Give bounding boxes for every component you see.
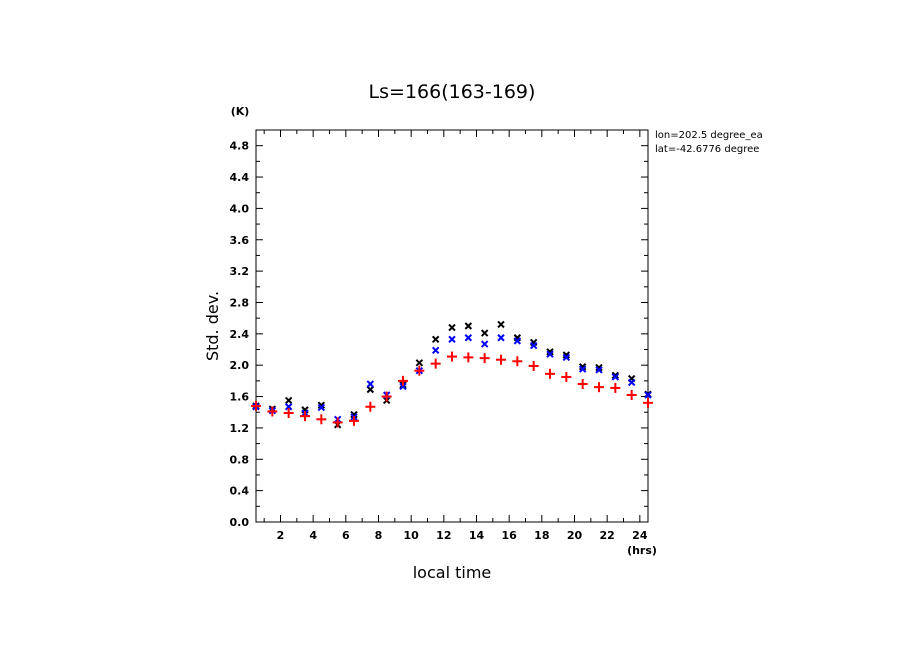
data-point — [448, 335, 456, 344]
data-point — [626, 389, 637, 400]
axis-ticks — [256, 130, 648, 523]
plot-frame — [255, 129, 649, 523]
data-point — [332, 417, 343, 428]
y-tick-label: 0.8 — [230, 453, 250, 466]
y-tick-label: 2.4 — [230, 328, 250, 341]
data-point — [430, 358, 441, 369]
data-point — [595, 366, 603, 374]
data-point — [610, 382, 621, 393]
data-point — [480, 329, 489, 337]
y-tick-label: 2.8 — [230, 296, 250, 309]
y-tick-label: 1.2 — [230, 422, 250, 435]
data-point — [447, 351, 457, 362]
lat-annotation: lat=-42.6776 degree — [655, 144, 759, 155]
data-point — [561, 371, 572, 382]
data-point — [496, 354, 506, 365]
data-point — [545, 368, 555, 379]
data-point — [284, 403, 293, 411]
data-point — [366, 380, 375, 388]
data-point — [595, 363, 603, 372]
data-point — [399, 382, 407, 391]
data-point — [316, 414, 327, 425]
lon-annotation: lon=202.5 degree_ea — [655, 130, 763, 141]
data-point — [365, 401, 376, 412]
x-tick-label: 8 — [375, 529, 383, 542]
y-tick-label: 2.0 — [230, 359, 250, 372]
x-tick-label: 12 — [436, 529, 451, 542]
data-point — [317, 403, 326, 412]
x-unit-label: (hrs) — [627, 544, 657, 557]
data-point — [546, 348, 554, 356]
data-point — [414, 365, 425, 376]
x-tick-label: 2 — [277, 529, 285, 542]
data-point — [464, 322, 473, 330]
data-point — [627, 378, 636, 387]
x-tick-label: 18 — [534, 529, 549, 542]
y-axis-title: Std. dev. — [203, 291, 222, 361]
data-point — [479, 353, 490, 364]
data-point — [562, 351, 571, 359]
data-point — [464, 334, 473, 342]
x-tick-label: 4 — [309, 529, 317, 542]
y-tick-label: 3.6 — [230, 234, 250, 247]
data-point — [512, 356, 523, 367]
data-point — [284, 396, 293, 405]
data-point — [546, 350, 554, 358]
x-tick-label: 10 — [404, 529, 420, 542]
data-point — [283, 408, 294, 419]
x-tick-label: 14 — [469, 529, 485, 542]
y-tick-label: 4.4 — [230, 171, 250, 184]
x-tick-label: 20 — [567, 529, 583, 542]
data-point — [497, 334, 505, 342]
x-axis-title: local time — [413, 563, 492, 582]
data-point — [578, 363, 587, 371]
tick-labels: 2 4 6 8 10 12 14 16 18 20 22 240.00.40.81.21.62.02.… — [230, 140, 648, 542]
data-point — [415, 359, 424, 367]
data-point — [398, 375, 408, 386]
data-point — [513, 337, 522, 345]
x-tick-label: 24 — [632, 529, 648, 542]
y-tick-label: 1.6 — [230, 391, 250, 404]
data-point — [594, 382, 604, 393]
data-point — [644, 391, 652, 399]
x-tick-label: 22 — [600, 529, 615, 542]
data-point — [611, 371, 620, 380]
data-point — [562, 353, 571, 362]
data-point — [528, 360, 539, 371]
data-point — [578, 365, 587, 373]
data-point — [366, 385, 375, 394]
x-tick-label: 16 — [502, 529, 518, 542]
y-unit-label: (K) — [231, 105, 250, 118]
data-point — [317, 401, 326, 409]
y-tick-label: 4.0 — [230, 202, 250, 215]
data-point — [431, 335, 440, 344]
data-point — [349, 415, 359, 426]
data-point — [300, 411, 310, 422]
data-points — [251, 320, 653, 429]
y-tick-label: 0.4 — [230, 485, 250, 498]
data-point — [577, 379, 588, 390]
data-point — [431, 346, 440, 355]
data-point — [611, 373, 620, 381]
data-point — [529, 341, 538, 350]
y-tick-label: 0.0 — [230, 516, 250, 529]
data-point — [350, 410, 358, 419]
data-point — [497, 320, 505, 329]
data-point — [267, 406, 278, 417]
data-point — [643, 397, 653, 408]
data-point — [448, 323, 456, 332]
data-point — [251, 400, 261, 411]
x-tick-label: 6 — [342, 529, 350, 542]
chart-title: Ls=166(163-169) — [369, 81, 536, 103]
y-tick-label: 4.8 — [230, 140, 250, 153]
y-tick-label: 3.2 — [230, 265, 250, 278]
data-point — [463, 352, 474, 363]
data-point — [381, 391, 392, 402]
data-point — [480, 340, 489, 348]
